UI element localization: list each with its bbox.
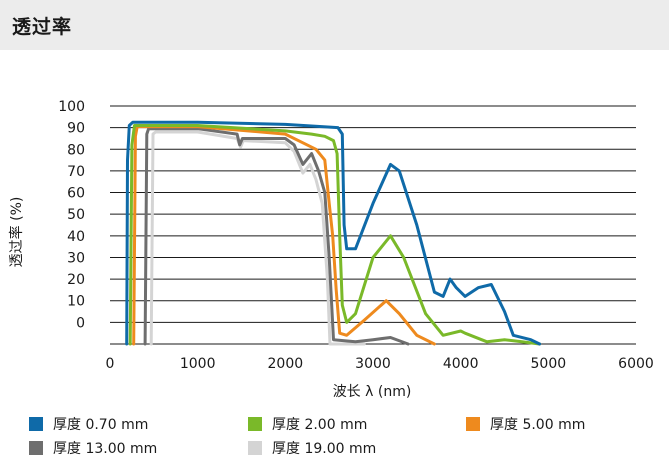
legend-label: 厚度 2.00 mm xyxy=(272,417,368,433)
grid-lines xyxy=(110,105,636,345)
x-tick-label: 3000 xyxy=(355,356,391,372)
x-tick-label: 4000 xyxy=(443,356,479,372)
legend-swatch xyxy=(29,441,43,455)
series-line-4 xyxy=(143,127,410,346)
x-tick-label: 6000 xyxy=(618,356,654,372)
y-tick-label: 40 xyxy=(67,229,85,245)
legend-swatch xyxy=(248,441,262,455)
y-axis-title: 透过率 (%) xyxy=(8,197,25,268)
y-tick-label: 90 xyxy=(67,121,85,137)
header-bar: 透过率 xyxy=(0,0,669,50)
legend-item: 厚度 5.00 mm xyxy=(466,414,585,434)
y-tick-label: 10 xyxy=(67,294,85,310)
legend-label: 厚度 13.00 mm xyxy=(53,441,158,457)
legend-item: 厚度 0.70 mm xyxy=(29,414,148,434)
x-tick-label: 0 xyxy=(106,356,115,372)
series-line-1 xyxy=(125,120,542,346)
x-tick-label: 2000 xyxy=(268,356,304,372)
series-line-5 xyxy=(149,130,366,346)
x-tick-label: 1000 xyxy=(180,356,216,372)
legend-item: 厚度 19.00 mm xyxy=(248,438,376,458)
legend-item: 厚度 13.00 mm xyxy=(29,438,157,458)
series-lines xyxy=(125,120,542,346)
y-tick-label: 20 xyxy=(67,272,85,288)
legend-label: 厚度 0.70 mm xyxy=(53,417,149,433)
y-tick-label: 70 xyxy=(67,164,85,180)
legend-label: 厚度 5.00 mm xyxy=(490,417,586,433)
legend-swatch xyxy=(248,417,262,431)
x-tick-label: 5000 xyxy=(531,356,567,372)
y-tick-label: 100 xyxy=(58,99,85,115)
y-tick-label: 60 xyxy=(67,186,85,202)
x-axis-title: 波长 λ (nm) xyxy=(333,384,412,400)
y-tick-label: 0 xyxy=(76,315,85,331)
y-tick-label: 80 xyxy=(67,142,85,158)
series-line-2 xyxy=(128,124,542,346)
legend-swatch xyxy=(466,417,480,431)
x-axis-ticks: 0 1000 2000 3000 4000 5000 6000 xyxy=(106,356,654,372)
y-tick-label: 30 xyxy=(67,250,85,266)
legend-swatch xyxy=(29,417,43,431)
chart-legend: 厚度 0.70 mm 厚度 2.00 mm 厚度 5.00 mm 厚度 13.00 m… xyxy=(0,414,669,474)
page-title: 透过率 xyxy=(12,16,73,38)
legend-item: 厚度 2.00 mm xyxy=(248,414,367,434)
legend-label: 厚度 19.00 mm xyxy=(272,441,377,457)
y-tick-label: 50 xyxy=(67,207,85,223)
